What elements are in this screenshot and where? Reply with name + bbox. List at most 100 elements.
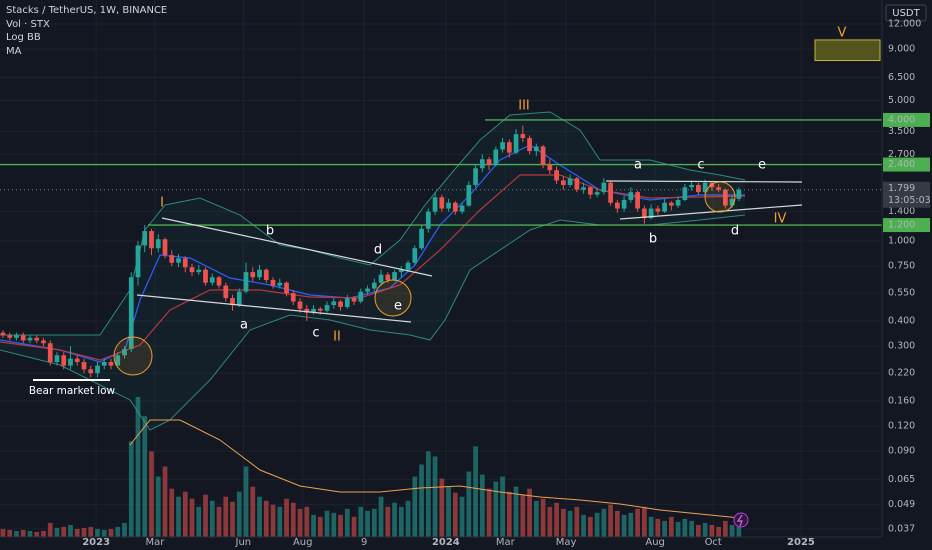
volume-bar bbox=[95, 528, 100, 537]
subwave-label: b bbox=[649, 232, 657, 247]
y-tick-label: 0.160 bbox=[888, 395, 915, 406]
candle-body bbox=[277, 282, 283, 286]
candle-body bbox=[547, 164, 553, 171]
volume-bar bbox=[425, 451, 431, 537]
candle-body bbox=[412, 248, 418, 263]
candle-body bbox=[162, 239, 168, 256]
candle-body bbox=[230, 298, 235, 306]
candle-body bbox=[236, 291, 242, 306]
volume-bar bbox=[88, 526, 94, 537]
candle-body bbox=[648, 208, 654, 219]
subwave-label: c bbox=[697, 158, 704, 173]
candle-body bbox=[473, 168, 478, 185]
indicator-label: Vol · STX bbox=[6, 19, 50, 30]
candle-body bbox=[270, 279, 276, 286]
x-tick-label: Oct bbox=[705, 537, 722, 548]
subwave-label: d bbox=[374, 243, 382, 258]
candle-body bbox=[486, 159, 492, 165]
volume-bar bbox=[331, 512, 337, 537]
candle-body bbox=[560, 180, 566, 185]
subwave-label: c bbox=[312, 326, 319, 341]
candle-body bbox=[459, 205, 465, 212]
candle-body bbox=[88, 369, 94, 374]
candle-body bbox=[14, 335, 19, 338]
volume-bar bbox=[398, 506, 404, 537]
candle-body bbox=[682, 187, 688, 200]
indicator-label: MA bbox=[6, 46, 22, 57]
volume-bar bbox=[581, 514, 586, 537]
candle-body bbox=[513, 134, 519, 153]
volume-bar bbox=[182, 491, 188, 537]
wave-label: V bbox=[838, 26, 847, 41]
candle-body bbox=[621, 199, 627, 209]
candle-body bbox=[594, 192, 600, 195]
candle-body bbox=[702, 182, 708, 193]
candle-body bbox=[257, 269, 262, 278]
candle-body bbox=[567, 178, 573, 185]
y-tick-label: 1.400 bbox=[888, 206, 915, 217]
volume-bar bbox=[560, 508, 566, 537]
candle-body bbox=[34, 337, 40, 341]
candle-body bbox=[479, 159, 485, 169]
volume-bar bbox=[513, 486, 519, 537]
last-price-box bbox=[883, 181, 930, 208]
volume-bar bbox=[277, 506, 283, 537]
candle-body bbox=[655, 208, 661, 212]
y-tick-label: 1.000 bbox=[888, 235, 915, 246]
volume-bar bbox=[358, 506, 364, 537]
candle-body bbox=[54, 355, 60, 363]
level-label-box bbox=[883, 218, 930, 233]
candle-body bbox=[729, 198, 735, 206]
candle-body bbox=[581, 187, 586, 190]
volume-bar bbox=[506, 491, 512, 537]
x-tick-label: Jun bbox=[235, 537, 252, 548]
subwave-label: e bbox=[758, 158, 766, 173]
candle-body bbox=[736, 189, 742, 199]
currency-box[interactable] bbox=[885, 4, 927, 22]
candle-body bbox=[641, 208, 647, 219]
candle-body bbox=[297, 301, 303, 309]
volume-bar bbox=[662, 520, 667, 537]
low-label: Bear market low bbox=[29, 385, 116, 397]
axis-panel bbox=[882, 0, 932, 550]
level-label-box bbox=[883, 157, 930, 172]
countdown-label: 13:05:03 bbox=[888, 195, 931, 206]
level-label: 2.400 bbox=[888, 159, 915, 170]
y-tick-label: 0.400 bbox=[888, 315, 915, 326]
candle-body bbox=[61, 355, 67, 366]
level-label: 1.200 bbox=[888, 220, 915, 231]
candle-body bbox=[101, 362, 107, 366]
volume-bar bbox=[74, 528, 80, 537]
candle-body bbox=[243, 272, 249, 292]
volume-bar bbox=[68, 524, 73, 537]
volume-bar bbox=[128, 441, 134, 537]
volume-bar bbox=[439, 478, 445, 537]
candle-body bbox=[351, 298, 357, 302]
legend: Stacks / TetherUS, 1W, BINANCE Vol · STX… bbox=[6, 5, 167, 57]
volume-bar bbox=[250, 486, 256, 537]
candle-body bbox=[128, 277, 134, 350]
volume-bar bbox=[736, 526, 742, 537]
volume-bar bbox=[203, 494, 208, 537]
candle-body bbox=[520, 134, 526, 139]
candle-body bbox=[628, 192, 634, 200]
volume-bar bbox=[344, 508, 350, 537]
subwave-label: a bbox=[240, 318, 248, 333]
y-tick-label: 0.037 bbox=[888, 523, 915, 534]
candle-body bbox=[20, 335, 26, 341]
volume-bar bbox=[176, 496, 181, 537]
x-tick-label: 2025 bbox=[787, 537, 815, 548]
volume-bar bbox=[142, 416, 148, 537]
volume-bar bbox=[500, 476, 505, 537]
y-tick-label: 0.090 bbox=[888, 446, 915, 457]
candle-body bbox=[115, 355, 121, 366]
candle-body bbox=[709, 182, 715, 188]
triangle-line bbox=[136, 294, 412, 323]
level-label-box bbox=[883, 112, 930, 127]
volume-bar bbox=[479, 474, 485, 537]
candle-body bbox=[668, 202, 674, 206]
volume-bar bbox=[196, 506, 202, 537]
volume-bar bbox=[371, 508, 377, 537]
candle-body bbox=[587, 187, 593, 195]
